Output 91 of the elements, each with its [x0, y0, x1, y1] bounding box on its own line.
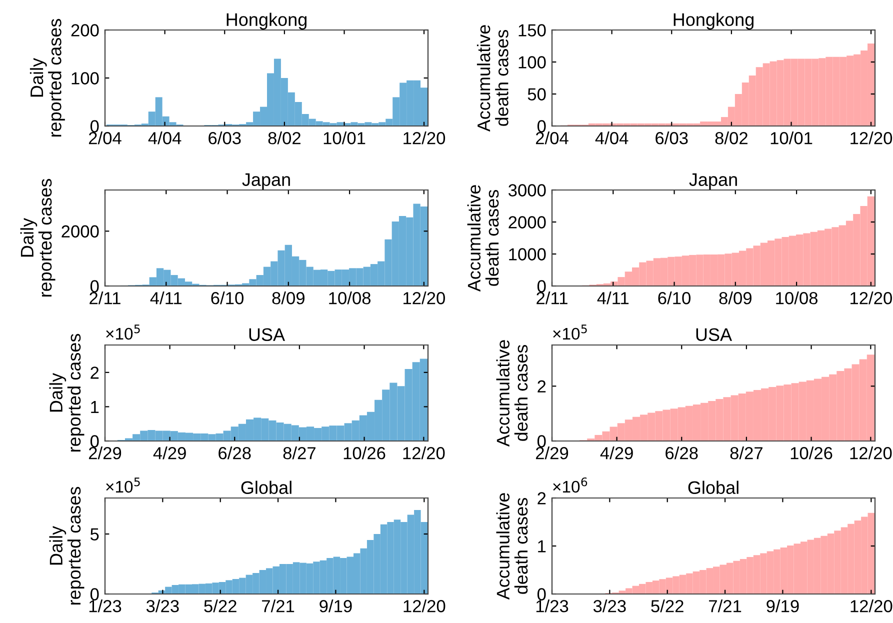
x-tick-label: 9/19: [320, 600, 352, 612]
x-tick-label: 12/20: [404, 600, 446, 612]
y-axis-title: Accumulative death cases: [476, 25, 508, 132]
x-tick-label: 10/26: [344, 446, 386, 460]
text: ×10$^{5}$: [553, 324, 587, 340]
x-tick-label: 12/20: [404, 292, 445, 304]
chart-title: Japan: [242, 173, 290, 190]
y-tick-label: 150: [518, 24, 546, 36]
x-tick-label: 6/10: [211, 292, 244, 304]
chart-title: Global: [688, 480, 738, 494]
y-tick-label: 50: [528, 88, 546, 100]
x-tick-label: 2/11: [536, 292, 568, 304]
x-tick-label: 4/11: [597, 292, 629, 304]
x-tick-label: 12/20: [850, 132, 892, 144]
x-tick-label: 12/20: [403, 446, 445, 460]
x-tick-label: 6/03: [656, 132, 688, 144]
x-tick-label: 12/20: [404, 132, 446, 144]
x-tick-label: 2/11: [90, 292, 120, 304]
x-tick-label: 8/09: [719, 292, 752, 304]
y-tick-label: 2: [90, 366, 99, 379]
y-tick-label: 0: [537, 280, 546, 292]
y-tick-label: 2000: [62, 225, 99, 238]
y-axis-title: Daily reported cases: [49, 486, 84, 605]
x-tick-label: 6/10: [658, 292, 690, 304]
x-tick-label: 8/02: [268, 132, 300, 144]
x-tick-label: 2/04: [88, 132, 122, 144]
y-tick-label: 0: [537, 588, 546, 600]
x-tick-label: 3/23: [593, 600, 626, 612]
x-tick-label: 5/22: [651, 600, 684, 612]
x-tick-label: 1/23: [536, 600, 568, 612]
text: ×10$^{5}$: [106, 478, 140, 493]
x-tick-label: 5/22: [204, 600, 236, 612]
y-axis-title: Daily reported cases: [30, 18, 65, 137]
y-axis-title: Daily reported cases: [49, 334, 84, 452]
x-tick-label: 4/04: [148, 132, 182, 144]
y-tick-label: 200: [71, 24, 99, 36]
x-tick-label: 8/02: [715, 132, 748, 144]
x-tick-label: 6/28: [218, 446, 251, 460]
x-tick-label: 4/04: [595, 132, 628, 144]
y-tick-label: 1000: [509, 248, 546, 260]
x-tick-label: 4/11: [150, 292, 182, 304]
x-tick-label: 10/08: [329, 292, 371, 304]
x-tick-label: 4/29: [153, 446, 186, 460]
x-tick-label: 2/04: [536, 132, 568, 144]
y-tick-label: 100: [518, 56, 546, 68]
x-tick-label: 10/26: [790, 446, 832, 460]
x-tick-label: 7/21: [709, 600, 742, 612]
y-tick-label: 0: [537, 435, 546, 448]
chart-title: USA: [249, 328, 286, 342]
chart-title: USA: [696, 328, 732, 342]
x-tick-label: 12/20: [850, 600, 892, 612]
y-tick-label: 2: [538, 380, 546, 392]
chart-title: Hongkong: [674, 12, 754, 30]
x-tick-label: 12/20: [850, 292, 892, 304]
chart-title: Japan: [689, 173, 737, 190]
y-axis-title: Accumulative death cases: [496, 340, 528, 447]
x-tick-label: 8/27: [730, 446, 762, 460]
y-axis-title: Accumulative death cases: [496, 493, 528, 600]
y-tick-label: 0: [537, 120, 546, 132]
y-tick-label: 0: [90, 588, 99, 600]
text: ×10$^{5}$: [106, 324, 140, 340]
x-tick-label: 4/29: [600, 446, 633, 460]
y-tick-label: 0: [90, 435, 99, 448]
x-tick-label: 3/23: [146, 600, 179, 612]
x-tick-label: 7/21: [262, 600, 294, 612]
y-tick-label: 0: [90, 280, 99, 292]
x-tick-label: 8/09: [272, 292, 304, 304]
y-tick-label: 1: [538, 540, 546, 552]
y-tick-label: 2000: [508, 216, 546, 228]
chart-title: Global: [241, 480, 292, 494]
x-tick-label: 2/29: [88, 446, 122, 460]
x-tick-label: 1/23: [89, 600, 122, 612]
y-tick-label: 5: [90, 528, 99, 540]
x-tick-label: 12/20: [850, 446, 892, 460]
y-tick-label: 1: [91, 401, 99, 414]
x-tick-label: 10/01: [324, 132, 366, 144]
y-tick-label: 0: [90, 120, 99, 132]
x-tick-label: 8/27: [283, 446, 316, 460]
text: ×10$^{6}$: [553, 477, 588, 493]
y-axis-title: Accumulative death cases: [467, 185, 499, 292]
x-tick-label: 9/19: [766, 600, 799, 612]
x-tick-label: 6/28: [666, 446, 698, 460]
y-tick-label: 2: [538, 492, 546, 504]
x-tick-label: 2/29: [536, 446, 568, 460]
y-tick-label: 100: [72, 72, 99, 84]
y-tick-label: 3000: [508, 184, 546, 196]
x-tick-label: 10/08: [776, 292, 818, 304]
chart-title: Hongkong: [226, 12, 306, 30]
x-tick-label: 10/01: [770, 132, 812, 144]
y-axis-title: Daily reported cases: [20, 178, 56, 297]
x-tick-label: 6/03: [208, 132, 241, 144]
